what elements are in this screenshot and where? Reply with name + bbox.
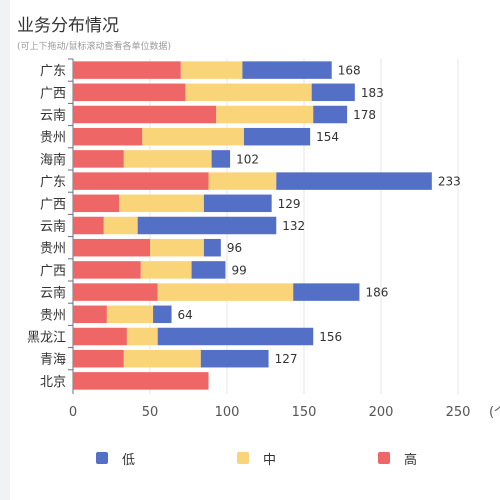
- legend-item-low[interactable]: 低: [96, 449, 136, 468]
- x-tick-label: 150: [292, 405, 317, 420]
- bar-mid: [216, 105, 314, 124]
- x-tick-label: 100: [215, 405, 240, 420]
- bar-high: [73, 283, 158, 301]
- bar-mid: [106, 305, 154, 324]
- bar-total-label: 102: [236, 152, 259, 166]
- bar-low: [311, 83, 355, 102]
- bar-total-label: 186: [365, 286, 388, 300]
- x-tick-label: 200: [369, 405, 394, 420]
- bar-low: [157, 327, 314, 346]
- bar-high: [73, 172, 209, 190]
- bar-low: [276, 172, 432, 190]
- bar-low: [200, 349, 269, 368]
- bar-high: [73, 150, 124, 168]
- bar-total-label: 64: [178, 308, 193, 322]
- bar-total-label: 129: [278, 197, 301, 211]
- y-category-label: 云南: [40, 219, 66, 235]
- x-axis-unit-label: (个: [489, 405, 500, 420]
- chart-subtitle: (可上下拖动/鼠标滚动查看各单位数据): [17, 42, 172, 52]
- bar-high: [73, 261, 141, 279]
- bar-high: [73, 194, 120, 213]
- bar-high: [73, 61, 181, 79]
- bar-mid: [140, 261, 192, 279]
- legend-label-low: 低: [122, 452, 136, 468]
- bar-mid: [208, 172, 277, 190]
- bar-low: [153, 305, 172, 324]
- bar-high: [73, 305, 107, 324]
- bar-mid: [126, 327, 158, 346]
- bar-total-label: 132: [282, 219, 305, 233]
- y-category-label: 贵州: [40, 308, 66, 323]
- bar-high: [73, 238, 150, 257]
- bar-low: [203, 194, 272, 213]
- bar-total-label: 96: [227, 241, 242, 255]
- bar-total-label: 168: [338, 64, 361, 78]
- bar-low: [211, 150, 231, 168]
- y-category-label: 广东: [40, 64, 66, 79]
- legend-label-high: 高: [404, 452, 418, 468]
- bar-mid: [157, 283, 294, 301]
- bar-total-label: 233: [438, 175, 461, 189]
- legend-item-high[interactable]: 高: [378, 449, 418, 468]
- bar-total-label: 99: [231, 263, 246, 277]
- bar-total-label: 178: [353, 108, 376, 122]
- x-tick-label: 50: [142, 405, 159, 420]
- y-category-label: 云南: [40, 285, 66, 301]
- bar-low: [191, 261, 226, 279]
- bar-high: [73, 127, 143, 146]
- bar-mid: [123, 349, 201, 368]
- y-category-label: 广西: [40, 264, 66, 279]
- bar-total-label: 156: [319, 330, 342, 344]
- y-category-label: 广西: [40, 197, 66, 212]
- x-tick-label: 250: [446, 405, 471, 420]
- bar-low: [243, 127, 311, 146]
- bar-mid: [123, 150, 212, 168]
- y-category-label: 贵州: [40, 131, 66, 146]
- bar-low: [242, 61, 332, 79]
- y-category-label: 贵州: [40, 242, 66, 257]
- legend-swatch-low: [96, 452, 108, 464]
- bar-low: [293, 283, 360, 301]
- bar-total-label: 183: [361, 86, 384, 100]
- bar-high: [73, 105, 217, 124]
- y-category-label: 广西: [40, 86, 66, 101]
- bar-mid: [103, 216, 138, 235]
- bar-high: [73, 216, 104, 235]
- bar-mid: [142, 127, 244, 146]
- legend-item-mid[interactable]: 中: [237, 449, 277, 468]
- legend-swatch-mid: [237, 452, 249, 464]
- bar-high: [73, 349, 124, 368]
- bar-total-label: 154: [316, 130, 339, 144]
- x-tick-label: 0: [69, 405, 77, 420]
- y-category-label: 北京: [40, 375, 66, 390]
- legend-label-mid: 中: [263, 452, 277, 468]
- bar-high: [73, 83, 186, 102]
- bar-mid: [150, 238, 204, 257]
- y-category-label: 黑龙江: [27, 331, 66, 346]
- bar-high: [73, 327, 127, 346]
- bar-low: [203, 238, 221, 257]
- legend-swatch-high: [378, 452, 390, 464]
- bar-low: [313, 105, 348, 124]
- y-category-label: 广东: [40, 175, 66, 190]
- chart-title: 业务分布情况: [17, 16, 119, 36]
- y-category-label: 云南: [40, 108, 66, 124]
- bar-mid: [119, 194, 204, 213]
- bar-mid: [180, 61, 243, 79]
- bar-total-label: 127: [275, 352, 298, 366]
- bar-mid: [185, 83, 312, 102]
- bar-high: [73, 372, 209, 390]
- bar-low: [137, 216, 277, 235]
- y-category-label: 青海: [40, 353, 66, 368]
- y-category-label: 海南: [40, 152, 66, 168]
